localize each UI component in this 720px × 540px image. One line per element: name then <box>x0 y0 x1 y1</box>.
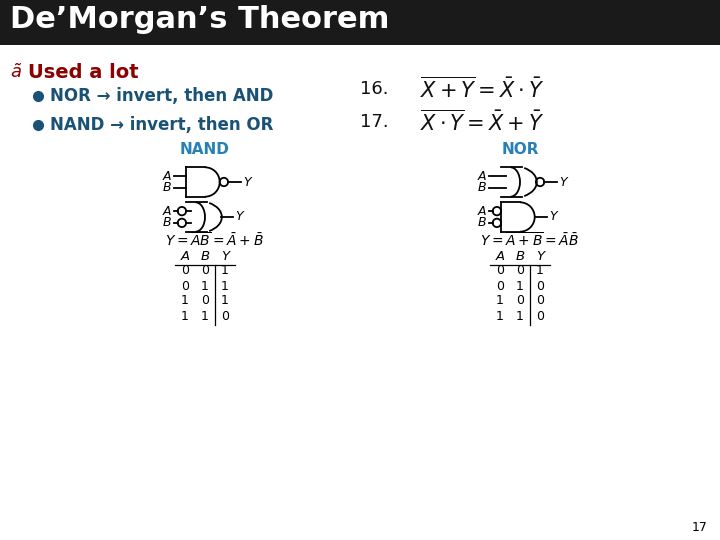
Text: 1: 1 <box>181 294 189 307</box>
Text: Used a lot: Used a lot <box>28 63 139 82</box>
Text: 0: 0 <box>201 294 209 307</box>
Text: 0: 0 <box>221 309 229 322</box>
Text: 1: 1 <box>221 294 229 307</box>
Text: NAND: NAND <box>180 143 230 158</box>
FancyBboxPatch shape <box>0 0 720 45</box>
Text: 16.: 16. <box>360 80 389 98</box>
Text: $Y = \overline{A+B} = \bar{A}\bar{B}$: $Y = \overline{A+B} = \bar{A}\bar{B}$ <box>480 231 579 249</box>
Text: 1: 1 <box>516 309 524 322</box>
Text: 0: 0 <box>516 294 524 307</box>
Text: NOR: NOR <box>501 143 539 158</box>
Text: 0: 0 <box>536 280 544 293</box>
Text: Y: Y <box>559 176 567 188</box>
Text: 0: 0 <box>536 309 544 322</box>
Text: 1: 1 <box>496 309 504 322</box>
Text: De’Morgan’s Theorem: De’Morgan’s Theorem <box>10 5 390 35</box>
Text: B: B <box>200 249 210 262</box>
Text: A: A <box>163 170 171 183</box>
Text: Y: Y <box>536 249 544 262</box>
Text: $\overline{X+Y} = \bar{X}\cdot\bar{Y}$: $\overline{X+Y} = \bar{X}\cdot\bar{Y}$ <box>420 76 544 102</box>
Text: Y: Y <box>235 211 243 224</box>
Text: B: B <box>163 181 171 194</box>
Text: Y: Y <box>549 211 557 224</box>
Text: 1: 1 <box>201 309 209 322</box>
Text: 1: 1 <box>496 294 504 307</box>
Text: 0: 0 <box>516 265 524 278</box>
Text: 1: 1 <box>201 280 209 293</box>
Text: 0: 0 <box>536 294 544 307</box>
Text: Y: Y <box>221 249 229 262</box>
Text: 0: 0 <box>496 280 504 293</box>
Text: 17: 17 <box>692 521 708 534</box>
Text: A: A <box>163 205 171 218</box>
Text: B: B <box>478 181 487 194</box>
Text: B: B <box>516 249 525 262</box>
Text: 1: 1 <box>221 280 229 293</box>
Text: NAND → invert, then OR: NAND → invert, then OR <box>50 116 274 134</box>
Text: 1: 1 <box>536 265 544 278</box>
Text: Y: Y <box>243 176 251 188</box>
Text: A: A <box>495 249 505 262</box>
Text: A: A <box>478 170 487 183</box>
Text: $\overline{X\cdot Y} = \bar{X}+\bar{Y}$: $\overline{X\cdot Y} = \bar{X}+\bar{Y}$ <box>420 109 544 134</box>
Text: ã: ã <box>10 63 21 81</box>
Text: 17.: 17. <box>360 113 389 131</box>
Text: A: A <box>478 205 487 218</box>
Text: 0: 0 <box>181 265 189 278</box>
Text: 1: 1 <box>516 280 524 293</box>
Text: 0: 0 <box>201 265 209 278</box>
Text: 1: 1 <box>181 309 189 322</box>
Text: 0: 0 <box>496 265 504 278</box>
Text: 1: 1 <box>221 265 229 278</box>
Text: B: B <box>478 217 487 230</box>
Text: NOR → invert, then AND: NOR → invert, then AND <box>50 87 274 105</box>
Text: A: A <box>181 249 189 262</box>
FancyBboxPatch shape <box>0 45 720 540</box>
Text: 0: 0 <box>181 280 189 293</box>
Text: $Y = \overline{AB} = \bar{A}+\bar{B}$: $Y = \overline{AB} = \bar{A}+\bar{B}$ <box>165 231 264 249</box>
Text: B: B <box>163 217 171 230</box>
